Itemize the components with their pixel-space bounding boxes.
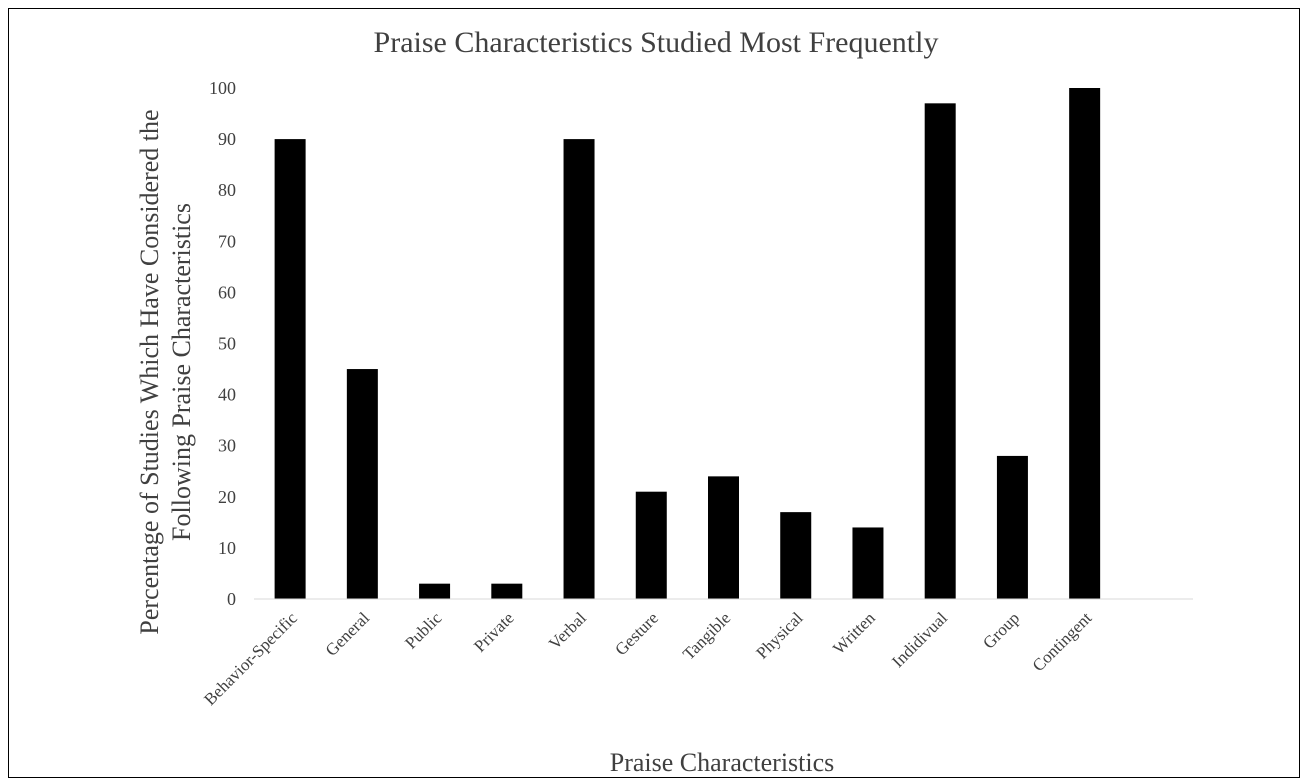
y-tick-label: 30 <box>218 436 236 456</box>
y-tick-label: 50 <box>218 334 236 354</box>
y-axis-label-line-1: Percentage of Studies Which Have Conside… <box>135 109 164 634</box>
y-tick-label: 10 <box>218 538 236 558</box>
x-tick-label: Indidivual <box>888 608 951 671</box>
bar-general <box>346 369 378 599</box>
bar-tangible <box>708 476 739 599</box>
bar-gesture <box>635 491 667 599</box>
x-axis-tick-labels: Behavior-Specific General Public Private Ver… <box>200 608 1095 709</box>
bar-private <box>491 583 523 599</box>
y-axis-label-line-2: Following Praise Characteristics <box>167 203 196 541</box>
x-tick-label: Contingent <box>1029 608 1096 675</box>
bar-written <box>852 527 884 599</box>
bar-indidivual <box>924 103 956 599</box>
y-tick-label: 80 <box>218 180 236 200</box>
y-tick-label: 90 <box>218 129 236 149</box>
y-tick-label: 70 <box>218 231 236 251</box>
bar-public <box>419 583 451 599</box>
x-axis-label: Praise Characteristics <box>610 748 835 777</box>
x-tick-label: Tangible <box>679 608 734 663</box>
x-tick-label: Verbal <box>545 608 590 653</box>
y-tick-label: 40 <box>218 385 236 405</box>
bar-physical <box>780 512 812 599</box>
chart-title: Praise Characteristics Studied Most Freq… <box>374 26 939 59</box>
x-tick-label: Physical <box>752 608 806 662</box>
x-tick-label: Behavior-Specific <box>200 608 301 709</box>
x-tick-label: Gesture <box>611 608 662 659</box>
bar-group <box>996 455 1028 599</box>
x-tick-label: Private <box>470 608 517 655</box>
bars <box>274 88 1101 599</box>
bar-contingent <box>1069 88 1101 599</box>
x-tick-label: General <box>322 608 374 660</box>
y-axis-ticks: 0 10 20 30 40 50 60 70 80 90 100 <box>209 78 236 609</box>
y-tick-label: 100 <box>209 78 236 98</box>
bar-behavior-specific <box>274 139 306 599</box>
bar-verbal <box>563 139 595 599</box>
y-tick-label: 60 <box>218 282 236 302</box>
y-tick-label: 0 <box>227 589 236 609</box>
x-tick-label: Group <box>979 608 1023 652</box>
y-tick-label: 20 <box>218 487 236 507</box>
x-tick-label: Written <box>829 608 879 658</box>
x-tick-label: Public <box>401 608 445 652</box>
